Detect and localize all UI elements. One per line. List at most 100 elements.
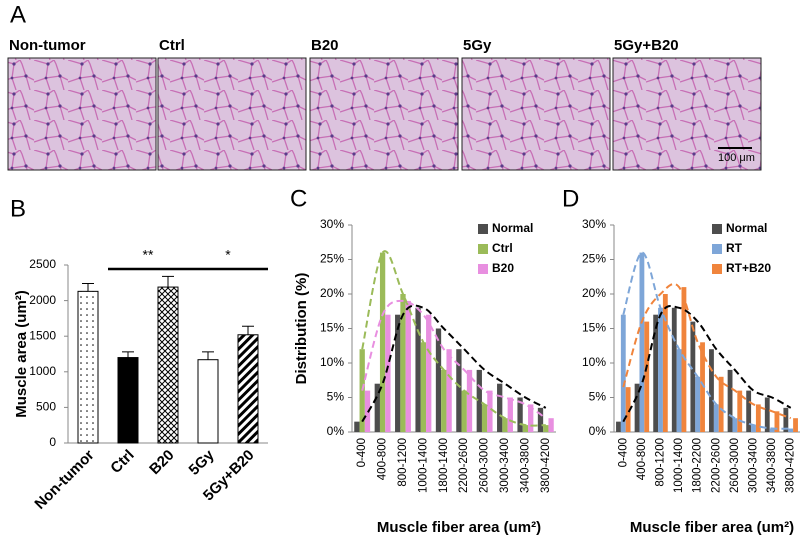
legend-label: Normal (726, 221, 767, 235)
bar (695, 376, 701, 432)
y-tick-label: 10% (320, 355, 344, 369)
y-tick-label: 1000 (29, 364, 56, 378)
fit-curve (622, 305, 792, 423)
y-axis-title: Distribution (%) (293, 273, 310, 385)
bar (461, 390, 467, 432)
x-tick-label: 1000-1400 (673, 438, 685, 493)
y-tick-label: 0% (327, 424, 345, 438)
y-tick-label: 30% (582, 217, 606, 231)
bar (446, 349, 452, 432)
bar (732, 418, 738, 432)
y-tick-label: 25% (320, 252, 344, 266)
bar (385, 314, 391, 432)
bar (405, 300, 411, 432)
x-tick-label: 2200-2600 (710, 438, 722, 493)
legend-label: RT+B20 (726, 261, 771, 275)
histology-image (157, 57, 307, 171)
fit-curve (361, 304, 547, 423)
bar (522, 425, 529, 432)
bar (426, 314, 432, 432)
bar (441, 369, 447, 432)
bar (616, 421, 621, 432)
legend-label: B20 (492, 261, 514, 275)
bar (354, 421, 360, 432)
bar (727, 369, 733, 432)
histology-image (309, 57, 459, 171)
legend-swatch (478, 244, 488, 254)
bar (395, 314, 401, 432)
bar (644, 321, 650, 432)
image-title: 5Gy (463, 37, 492, 54)
significance-label: * (225, 247, 231, 263)
bar (751, 425, 756, 432)
bar (420, 342, 427, 432)
histology-image (7, 57, 157, 171)
y-tick-label: 5% (589, 390, 607, 404)
x-tick-label: 0-400 (617, 438, 629, 467)
bar (117, 357, 139, 444)
x-tick-label: 3800-4200 (540, 438, 552, 493)
panel-label: D (562, 185, 579, 212)
legend-swatch (712, 244, 722, 254)
histology-image (612, 57, 762, 171)
bar (746, 390, 752, 432)
y-tick-label: 30% (320, 217, 344, 231)
y-tick-label: 25% (582, 252, 606, 266)
bar (755, 404, 761, 432)
panel-label: B (10, 195, 26, 222)
fit-curve (622, 282, 792, 420)
x-tick-label: 800-1200 (397, 438, 409, 487)
x-tick-label: 3400-3800 (766, 438, 778, 493)
bar (481, 404, 488, 432)
image-title: 5Gy+B20 (614, 37, 679, 54)
bar (653, 314, 659, 432)
bar (709, 349, 714, 432)
bar (507, 397, 513, 432)
image-title: Non-tumor (9, 37, 86, 54)
x-tick-label: 2200-2600 (458, 438, 470, 493)
bar (769, 428, 775, 432)
bar (671, 307, 677, 432)
x-tick-label: 2600-3000 (479, 438, 491, 493)
x-axis-title: Muscle fiber area (um²) (377, 519, 541, 536)
x-tick-label: 3400-3800 (519, 438, 531, 493)
bar (466, 369, 473, 432)
fit-curve (622, 251, 791, 430)
x-tick-label: B20 (146, 447, 177, 478)
bar (548, 418, 554, 432)
bar (788, 428, 794, 432)
x-tick-label: Ctrl (107, 447, 137, 477)
x-tick-label: 1000-1400 (417, 438, 429, 493)
bar (718, 376, 724, 432)
y-tick-label: 1500 (29, 328, 56, 342)
x-tick-label: 3000-3400 (499, 438, 511, 493)
bar (517, 397, 523, 432)
bar (713, 404, 719, 432)
y-tick-label: 10% (582, 355, 606, 369)
bar (793, 418, 798, 432)
bar (528, 404, 534, 432)
bar (737, 390, 743, 432)
x-tick-label: 1800-2200 (692, 438, 704, 493)
scale-bar-label: 100 μm (718, 152, 755, 164)
y-tick-label: 5% (327, 390, 345, 404)
y-tick-label: 0% (589, 424, 607, 438)
x-tick-label: 3800-4200 (785, 438, 797, 493)
legend-swatch (478, 264, 488, 274)
bar (676, 349, 682, 432)
significance-label: ** (143, 247, 154, 263)
x-axis-title: Muscle fiber area (um²) (630, 519, 794, 536)
bar (415, 307, 421, 432)
bar (197, 359, 219, 444)
bar (620, 314, 626, 432)
bar (400, 294, 406, 432)
legend-label: RT (726, 241, 743, 255)
bar (681, 287, 687, 432)
panel-label: A (10, 1, 26, 28)
y-tick-label: 15% (320, 321, 344, 335)
bar (658, 307, 663, 432)
bar (700, 342, 705, 432)
bar (497, 383, 503, 432)
histology-image (461, 57, 611, 171)
